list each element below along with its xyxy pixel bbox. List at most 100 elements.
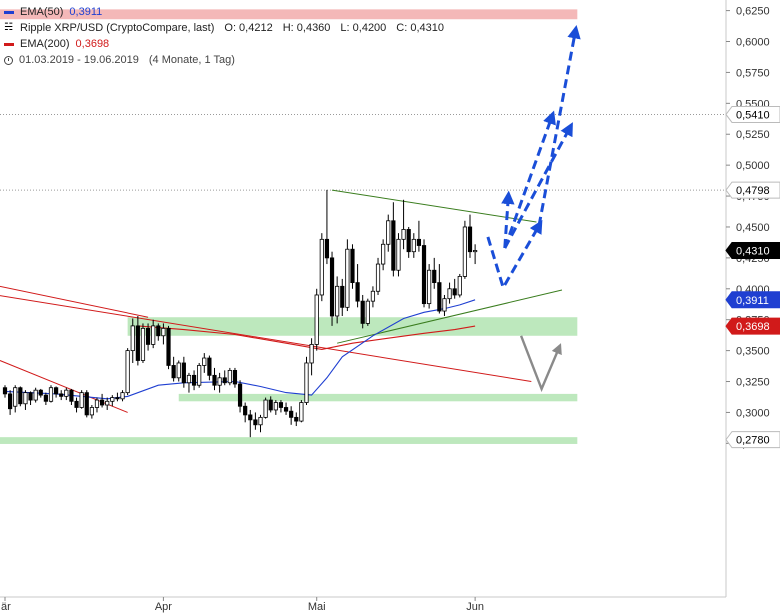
candle-body [406, 229, 411, 253]
candle-body [125, 350, 130, 394]
y-tick-label: 0,6250 [736, 6, 770, 18]
legend-ema200-label: EMA(200) [20, 38, 70, 50]
candle-body [289, 410, 294, 418]
candle-body [457, 276, 462, 296]
candle-body [59, 393, 64, 397]
price-label-level: 0,5410 [725, 105, 780, 123]
candle-body [197, 365, 202, 386]
candle-body [145, 327, 151, 345]
candle-body [273, 402, 278, 411]
candle-body [253, 419, 258, 426]
candle-body [447, 288, 452, 300]
candle-body [335, 285, 340, 317]
candle-body [99, 399, 105, 406]
candle-body [8, 393, 13, 410]
zone-2 [127, 317, 578, 336]
trend-line-2 [0, 285, 149, 318]
y-tick-label: 0,6000 [736, 37, 770, 49]
scenario-arrow-4 [503, 122, 573, 249]
candle-body [263, 399, 268, 418]
candle-body [350, 248, 355, 284]
candle-body [268, 399, 273, 411]
candle-body [283, 407, 289, 412]
trend-line-4 [331, 189, 537, 223]
candle-body [217, 377, 222, 386]
legend-instrument[interactable]: ☵ Ripple XRP/USD (CryptoCompare, last) O… [4, 20, 444, 36]
candle-body [151, 325, 156, 345]
y-tick-label: 0,5000 [736, 160, 770, 172]
candle-body [28, 392, 33, 401]
y-tick-label: 0,5250 [736, 129, 770, 141]
candle-body [115, 397, 120, 400]
candle-body [232, 369, 238, 385]
candle-body [135, 325, 140, 361]
candle-body [396, 238, 401, 271]
chart-legend: EMA(50) 0,3911 ☵ Ripple XRP/USD (CryptoC… [4, 4, 444, 68]
candle-body [222, 377, 227, 384]
legend-period: 01.03.2019 - 19.06.2019 (4 Monate, 1 Tag… [4, 52, 444, 68]
price-label-level: 0,2780 [725, 431, 780, 449]
candle-body [2, 387, 8, 395]
candle-body [69, 389, 74, 402]
candle-body [391, 220, 396, 271]
candle-body [324, 238, 330, 259]
legend-ema200[interactable]: EMA(200) 0,3698 [4, 36, 444, 52]
candle-body [212, 374, 217, 386]
candle-body [360, 300, 365, 324]
candle-body [370, 290, 376, 302]
legend-ema50[interactable]: EMA(50) 0,3911 [4, 4, 444, 20]
price-label-text: 0,3698 [736, 321, 770, 333]
candle-body [38, 389, 43, 396]
scenario-arrow-1 [486, 219, 543, 292]
candle-body [186, 374, 192, 384]
x-tick-label: Jun [466, 601, 484, 613]
candle-body [79, 392, 84, 408]
price-label-text: 0,4310 [736, 245, 770, 257]
plot-layer [0, 24, 581, 438]
trend-line-1 [0, 295, 532, 383]
candle-body [386, 220, 391, 245]
scenario-arrow-2 [537, 24, 581, 226]
y-tick-label: 0,4500 [736, 222, 770, 234]
zone-3 [178, 393, 578, 402]
candle-body [345, 248, 350, 308]
candle-body [84, 392, 89, 416]
legend-open: O: 0,4212 [224, 22, 273, 34]
candle-body [166, 327, 171, 366]
candle-body [156, 325, 161, 337]
candle-body [416, 238, 422, 246]
price-label-text: 0,4798 [736, 185, 770, 197]
candle-body [54, 387, 59, 395]
x-tick-label: är [1, 601, 11, 613]
candle-body [140, 327, 146, 361]
zone-1 [0, 9, 578, 20]
candle-body [23, 392, 28, 405]
ema200-line [137, 325, 476, 350]
legend-low: L: 0,4200 [340, 22, 387, 34]
candle-body [171, 365, 176, 379]
candle-body [309, 344, 314, 364]
price-label-ema50: 0,3911 [725, 291, 780, 309]
candle-body [130, 325, 135, 352]
candle-body [227, 369, 232, 384]
legend-ema200-value: 0,3698 [75, 38, 110, 50]
candle-body [401, 229, 406, 240]
candle-body [319, 238, 324, 296]
y-tick-label: 0,3000 [736, 407, 770, 419]
price-label-text: 0,2780 [736, 435, 770, 447]
x-tick-label: Apr [155, 601, 172, 613]
price-label-box [725, 105, 780, 123]
candle-body [64, 389, 69, 397]
candle-body [340, 285, 345, 308]
price-label-text: 0,3911 [736, 295, 769, 307]
candle-body [191, 374, 197, 386]
clock-icon [4, 55, 13, 65]
legend-ema50-value: 0,3911 [69, 6, 103, 18]
candle-body [181, 362, 186, 384]
candle-body [18, 387, 23, 405]
legend-close: C: 0,4310 [396, 22, 444, 34]
candle-body [314, 294, 319, 345]
candle-body [365, 300, 370, 324]
candle-body [89, 407, 94, 416]
